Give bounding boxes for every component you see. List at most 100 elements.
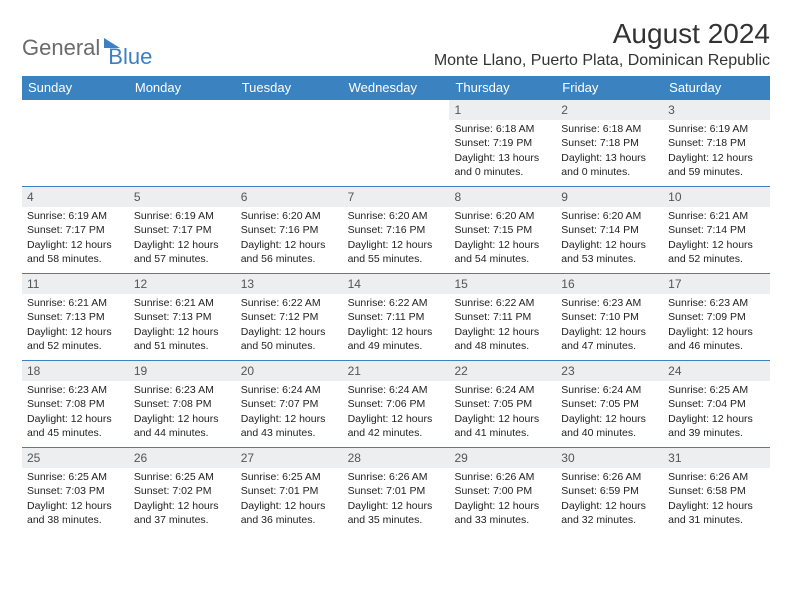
sunset-text: Sunset: 7:08 PM	[134, 397, 231, 411]
daylight-text: Daylight: 13 hours and 0 minutes.	[561, 151, 658, 179]
day-body	[22, 120, 129, 126]
day-number: 16	[556, 274, 663, 294]
day-body: Sunrise: 6:25 AMSunset: 7:02 PMDaylight:…	[129, 468, 236, 531]
day-body: Sunrise: 6:20 AMSunset: 7:14 PMDaylight:…	[556, 207, 663, 270]
dow-tuesday: Tuesday	[236, 76, 343, 99]
day-number: 23	[556, 361, 663, 381]
sunset-text: Sunset: 6:59 PM	[561, 484, 658, 498]
sunrise-text: Sunrise: 6:25 AM	[134, 470, 231, 484]
day-body: Sunrise: 6:22 AMSunset: 7:12 PMDaylight:…	[236, 294, 343, 357]
week-row: 1Sunrise: 6:18 AMSunset: 7:19 PMDaylight…	[22, 99, 770, 186]
day-cell: 10Sunrise: 6:21 AMSunset: 7:14 PMDayligh…	[663, 187, 770, 273]
day-cell: 12Sunrise: 6:21 AMSunset: 7:13 PMDayligh…	[129, 274, 236, 360]
page-header: General Blue August 2024 Monte Llano, Pu…	[22, 18, 770, 70]
day-cell: 20Sunrise: 6:24 AMSunset: 7:07 PMDayligh…	[236, 361, 343, 447]
location-text: Monte Llano, Puerto Plata, Dominican Rep…	[434, 52, 770, 70]
day-cell: 18Sunrise: 6:23 AMSunset: 7:08 PMDayligh…	[22, 361, 129, 447]
daylight-text: Daylight: 12 hours and 54 minutes.	[454, 238, 551, 266]
sunset-text: Sunset: 7:14 PM	[561, 223, 658, 237]
dow-wednesday: Wednesday	[343, 76, 450, 99]
daylight-text: Daylight: 12 hours and 38 minutes.	[27, 499, 124, 527]
daylight-text: Daylight: 12 hours and 36 minutes.	[241, 499, 338, 527]
day-number: 13	[236, 274, 343, 294]
day-number: 22	[449, 361, 556, 381]
day-body: Sunrise: 6:23 AMSunset: 7:08 PMDaylight:…	[129, 381, 236, 444]
day-body: Sunrise: 6:21 AMSunset: 7:13 PMDaylight:…	[22, 294, 129, 357]
sunrise-text: Sunrise: 6:22 AM	[454, 296, 551, 310]
sunset-text: Sunset: 7:07 PM	[241, 397, 338, 411]
logo-text-general: General	[22, 35, 100, 61]
day-body: Sunrise: 6:19 AMSunset: 7:17 PMDaylight:…	[22, 207, 129, 270]
day-cell: 26Sunrise: 6:25 AMSunset: 7:02 PMDayligh…	[129, 448, 236, 534]
day-number: 9	[556, 187, 663, 207]
days-of-week-row: Sunday Monday Tuesday Wednesday Thursday…	[22, 76, 770, 99]
day-cell: 1Sunrise: 6:18 AMSunset: 7:19 PMDaylight…	[449, 100, 556, 186]
day-number: 28	[343, 448, 450, 468]
day-body: Sunrise: 6:19 AMSunset: 7:17 PMDaylight:…	[129, 207, 236, 270]
day-body: Sunrise: 6:19 AMSunset: 7:18 PMDaylight:…	[663, 120, 770, 183]
daylight-text: Daylight: 12 hours and 56 minutes.	[241, 238, 338, 266]
week-row: 4Sunrise: 6:19 AMSunset: 7:17 PMDaylight…	[22, 186, 770, 273]
day-cell	[129, 100, 236, 186]
dow-friday: Friday	[556, 76, 663, 99]
sunrise-text: Sunrise: 6:18 AM	[454, 122, 551, 136]
sunrise-text: Sunrise: 6:20 AM	[348, 209, 445, 223]
sunrise-text: Sunrise: 6:24 AM	[348, 383, 445, 397]
day-number: 19	[129, 361, 236, 381]
day-body: Sunrise: 6:26 AMSunset: 6:58 PMDaylight:…	[663, 468, 770, 531]
day-body: Sunrise: 6:24 AMSunset: 7:07 PMDaylight:…	[236, 381, 343, 444]
sunrise-text: Sunrise: 6:24 AM	[454, 383, 551, 397]
daylight-text: Daylight: 13 hours and 0 minutes.	[454, 151, 551, 179]
logo: General Blue	[22, 18, 152, 70]
day-number: 10	[663, 187, 770, 207]
day-number: 1	[449, 100, 556, 120]
daylight-text: Daylight: 12 hours and 58 minutes.	[27, 238, 124, 266]
day-number: 12	[129, 274, 236, 294]
day-cell	[343, 100, 450, 186]
sunrise-text: Sunrise: 6:19 AM	[134, 209, 231, 223]
weeks-container: 1Sunrise: 6:18 AMSunset: 7:19 PMDaylight…	[22, 99, 770, 534]
day-body: Sunrise: 6:22 AMSunset: 7:11 PMDaylight:…	[449, 294, 556, 357]
sunset-text: Sunset: 7:12 PM	[241, 310, 338, 324]
day-cell: 6Sunrise: 6:20 AMSunset: 7:16 PMDaylight…	[236, 187, 343, 273]
sunset-text: Sunset: 7:01 PM	[348, 484, 445, 498]
day-body: Sunrise: 6:18 AMSunset: 7:19 PMDaylight:…	[449, 120, 556, 183]
daylight-text: Daylight: 12 hours and 53 minutes.	[561, 238, 658, 266]
day-number: 27	[236, 448, 343, 468]
logo-text-blue: Blue	[108, 44, 152, 70]
dow-saturday: Saturday	[663, 76, 770, 99]
daylight-text: Daylight: 12 hours and 52 minutes.	[668, 238, 765, 266]
day-cell: 21Sunrise: 6:24 AMSunset: 7:06 PMDayligh…	[343, 361, 450, 447]
day-body: Sunrise: 6:18 AMSunset: 7:18 PMDaylight:…	[556, 120, 663, 183]
daylight-text: Daylight: 12 hours and 48 minutes.	[454, 325, 551, 353]
day-cell: 31Sunrise: 6:26 AMSunset: 6:58 PMDayligh…	[663, 448, 770, 534]
sunrise-text: Sunrise: 6:23 AM	[134, 383, 231, 397]
day-body: Sunrise: 6:22 AMSunset: 7:11 PMDaylight:…	[343, 294, 450, 357]
day-number: 21	[343, 361, 450, 381]
day-cell: 2Sunrise: 6:18 AMSunset: 7:18 PMDaylight…	[556, 100, 663, 186]
day-number: 15	[449, 274, 556, 294]
month-title: August 2024	[434, 18, 770, 50]
daylight-text: Daylight: 12 hours and 32 minutes.	[561, 499, 658, 527]
day-cell: 29Sunrise: 6:26 AMSunset: 7:00 PMDayligh…	[449, 448, 556, 534]
sunset-text: Sunset: 7:04 PM	[668, 397, 765, 411]
sunset-text: Sunset: 7:00 PM	[454, 484, 551, 498]
day-number: 5	[129, 187, 236, 207]
day-body: Sunrise: 6:21 AMSunset: 7:14 PMDaylight:…	[663, 207, 770, 270]
daylight-text: Daylight: 12 hours and 49 minutes.	[348, 325, 445, 353]
day-number: 24	[663, 361, 770, 381]
day-body: Sunrise: 6:23 AMSunset: 7:08 PMDaylight:…	[22, 381, 129, 444]
day-body: Sunrise: 6:25 AMSunset: 7:04 PMDaylight:…	[663, 381, 770, 444]
sunrise-text: Sunrise: 6:26 AM	[668, 470, 765, 484]
daylight-text: Daylight: 12 hours and 46 minutes.	[668, 325, 765, 353]
sunrise-text: Sunrise: 6:23 AM	[561, 296, 658, 310]
day-body: Sunrise: 6:24 AMSunset: 7:06 PMDaylight:…	[343, 381, 450, 444]
day-number: 3	[663, 100, 770, 120]
sunset-text: Sunset: 7:17 PM	[134, 223, 231, 237]
sunrise-text: Sunrise: 6:26 AM	[454, 470, 551, 484]
calendar-grid: Sunday Monday Tuesday Wednesday Thursday…	[22, 76, 770, 534]
sunrise-text: Sunrise: 6:24 AM	[561, 383, 658, 397]
sunrise-text: Sunrise: 6:20 AM	[561, 209, 658, 223]
sunrise-text: Sunrise: 6:21 AM	[27, 296, 124, 310]
sunset-text: Sunset: 7:19 PM	[454, 136, 551, 150]
